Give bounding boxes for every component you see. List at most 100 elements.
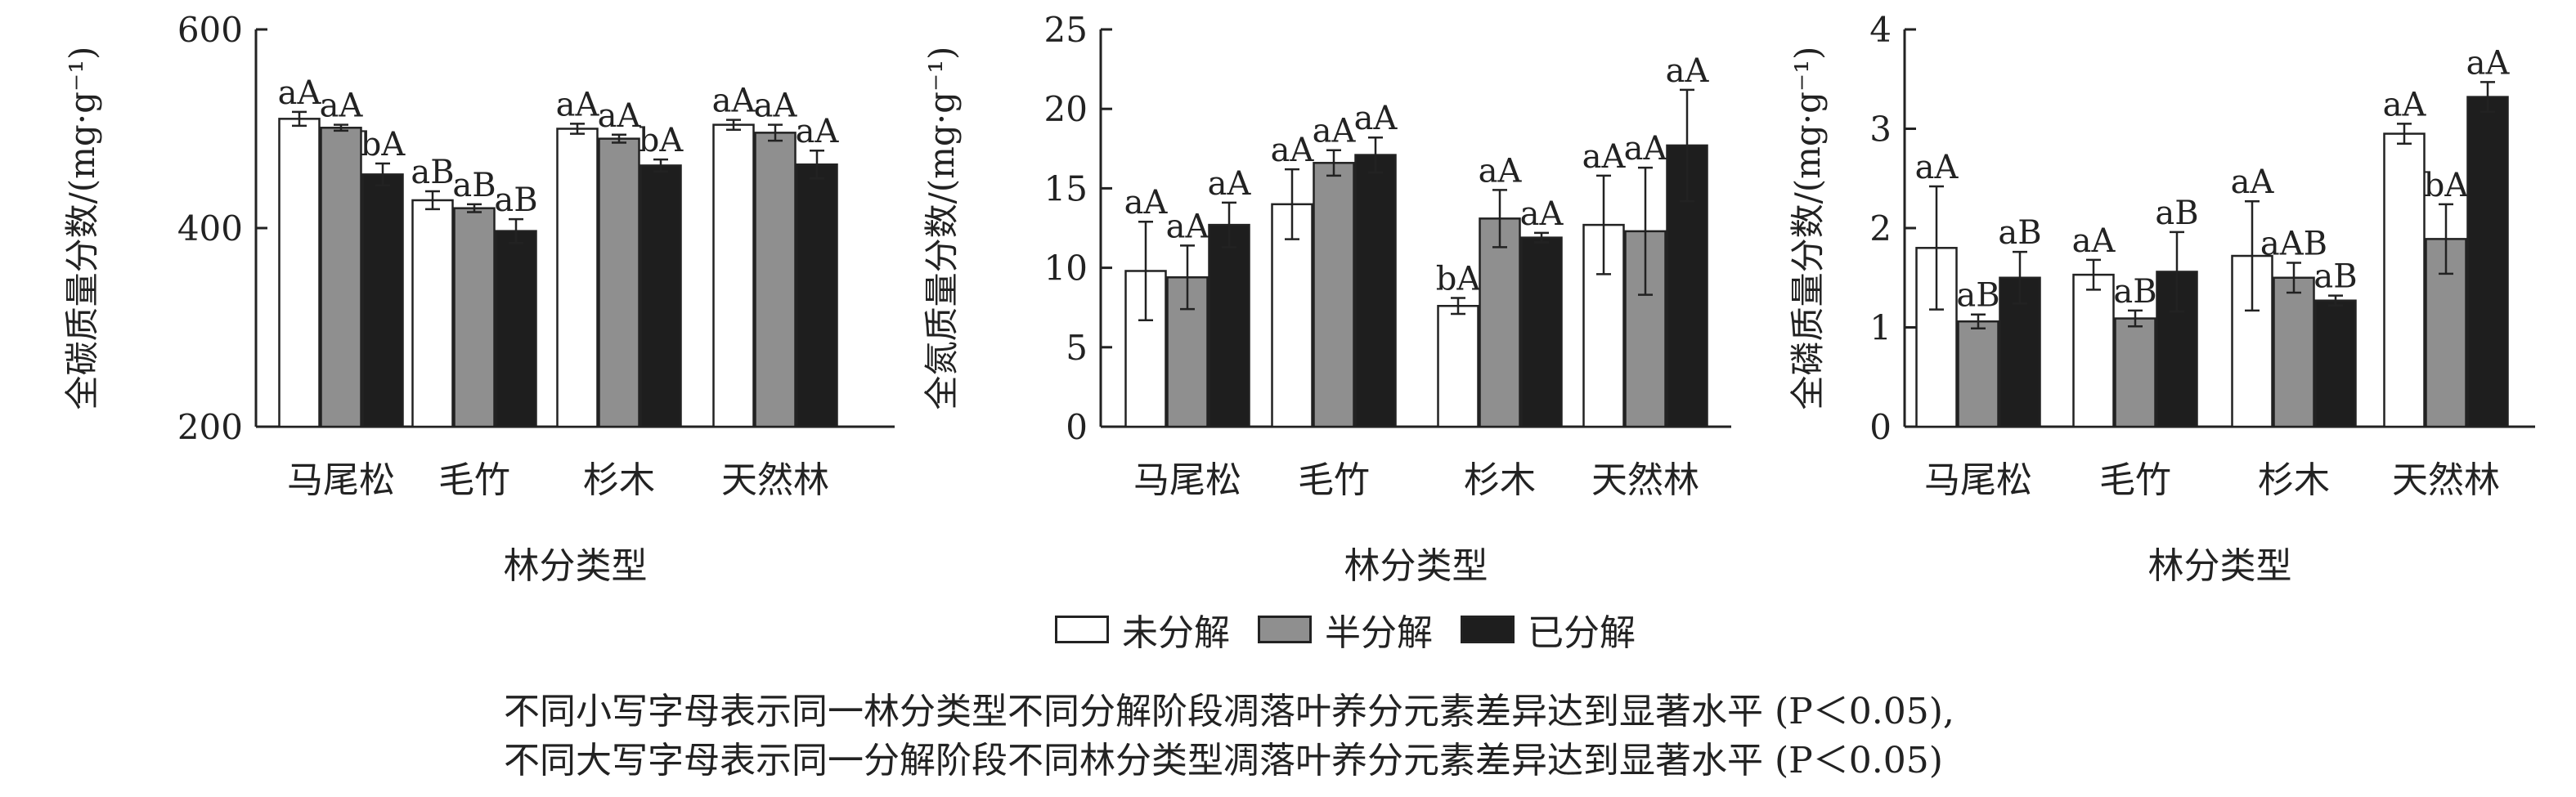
significance-label: aB [2113,273,2156,311]
legend-label-undecomposed: 未分解 [1122,612,1230,654]
legend-item-semi-decomposed: 半分解 [1258,603,1433,656]
bar-semi-decomposed-moso-bamboo [2114,317,2156,428]
significance-label: aB [2155,195,2198,232]
bar-semi-decomposed-chinese-fir [1479,217,1521,428]
bar-decomposed-natural-forest [796,163,838,428]
bar-decomposed-moso-bamboo [1354,154,1397,428]
bar-decomposed-masson-pine [1208,223,1250,428]
x-axis-title: 林分类型 [2148,545,2292,587]
y-tick-label: 0 [1869,407,1892,447]
y-tick-label: 4 [1869,10,1892,50]
bar-decomposed-chinese-fir [640,164,682,428]
x-axis-title: 林分类型 [1344,545,1488,587]
significance-label: aB [494,181,537,219]
legend-label-semi-decomposed: 半分解 [1325,612,1433,654]
bar-decomposed-masson-pine [1999,276,2041,428]
bar-decomposed-masson-pine [361,173,404,428]
y-tick-label: 2 [1869,208,1892,249]
significance-label: aA [1313,113,1357,150]
significance-label: aA [598,97,642,135]
significance-label: aB [1998,214,2041,252]
bar-undecomposed-chinese-fir [556,128,599,428]
bar-undecomposed-masson-pine [1124,270,1167,428]
x-tick-label-moso-bamboo: 毛竹 [2099,459,2171,501]
y-axis-title: 全磷质量分数/(mg·g⁻¹) [1788,47,1828,410]
footnote-line-1: 不同小写字母表示同一林分类型不同分解阶段凋落叶养分元素差异达到显著水平 (P＜0… [504,691,1954,732]
bar-undecomposed-natural-forest [2383,132,2426,428]
y-tick-label: 400 [177,208,243,249]
significance-label: aA [1166,208,1210,245]
significance-label: aA [1582,138,1627,176]
x-tick-label-moso-bamboo: 毛竹 [438,459,510,501]
bar-semi-decomposed-chinese-fir [598,137,640,428]
bar-semi-decomposed-natural-forest [754,132,797,428]
legend-swatch-semi-decomposed [1258,616,1312,643]
legend-swatch-undecomposed [1055,616,1109,643]
significance-label: aB [1956,277,1999,315]
x-tick-label-masson-pine: 马尾松 [1924,459,2032,501]
legend-label-decomposed: 已分解 [1528,612,1636,654]
x-tick-label-chinese-fir: 杉木 [583,459,655,501]
bar-semi-decomposed-moso-bamboo [1313,162,1355,428]
significance-label: aA [1666,52,1710,90]
y-axis-title: 全氮质量分数/(mg·g⁻¹) [922,47,962,410]
bar-semi-decomposed-masson-pine [1957,320,1999,428]
significance-label: bA [639,122,684,159]
significance-label: aA [1208,165,1252,203]
y-tick-label: 1 [1869,308,1892,348]
bar-semi-decomposed-masson-pine [320,127,362,428]
legend: 未分解 半分解 已分解 [1055,605,1663,654]
legend-swatch-decomposed [1461,616,1515,643]
significance-label: aA [1520,195,1564,233]
y-tick-label: 20 [1044,89,1088,129]
legend-item-decomposed: 已分解 [1461,603,1636,656]
significance-label: aA [1479,152,1523,190]
significance-label: aA [1124,184,1169,222]
x-axis-title: 林分类型 [504,545,648,587]
significance-label: aA [796,113,840,150]
significance-label: aAB [2260,226,2327,263]
bar-decomposed-chinese-fir [2314,299,2357,428]
significance-label: aA [712,83,756,120]
bar-decomposed-natural-forest [2466,96,2509,428]
bar-undecomposed-chinese-fir [1437,305,1479,428]
bar-undecomposed-moso-bamboo [411,199,454,428]
bar-semi-decomposed-moso-bamboo [453,207,496,428]
significance-label: aA [1271,132,1315,169]
significance-label: aA [1624,130,1668,168]
bar-undecomposed-natural-forest [712,123,755,428]
y-tick-label: 25 [1044,10,1088,50]
significance-label: aA [556,86,600,123]
x-tick-label-natural-forest: 天然林 [721,459,829,501]
y-tick-label: 200 [177,407,243,447]
bar-semi-decomposed-chinese-fir [2273,276,2315,428]
significance-label: aB [452,167,496,204]
y-tick-label: 0 [1066,407,1088,447]
y-tick-label: 3 [1869,110,1892,150]
significance-label: bA [2424,167,2470,204]
x-tick-label-natural-forest: 天然林 [2392,459,2500,501]
bar-decomposed-chinese-fir [1520,236,1563,428]
significance-label: aA [2383,86,2427,123]
y-tick-label: 600 [177,10,243,50]
x-tick-label-masson-pine: 马尾松 [1133,459,1241,501]
significance-label: aA [1354,100,1398,137]
significance-label: aA [754,87,798,125]
y-tick-label: 15 [1044,168,1088,208]
x-tick-label-chinese-fir: 杉木 [2258,459,2330,501]
bar-semi-decomposed-natural-forest [1624,230,1667,428]
x-tick-label-moso-bamboo: 毛竹 [1298,459,1370,501]
bar-undecomposed-moso-bamboo [2072,273,2115,428]
significance-label: aB [2313,258,2357,296]
y-axis-title: 全碳质量分数/(mg·g⁻¹) [62,47,102,410]
bar-undecomposed-masson-pine [278,118,321,428]
bar-decomposed-moso-bamboo [495,230,537,428]
footnote-line-2: 不同大写字母表示同一分解阶段不同林分类型凋落叶养分元素差异达到显著水平 (P＜0… [504,740,1943,781]
significance-label: bA [361,126,406,163]
legend-item-undecomposed: 未分解 [1055,603,1230,656]
significance-label: aA [2466,44,2511,82]
